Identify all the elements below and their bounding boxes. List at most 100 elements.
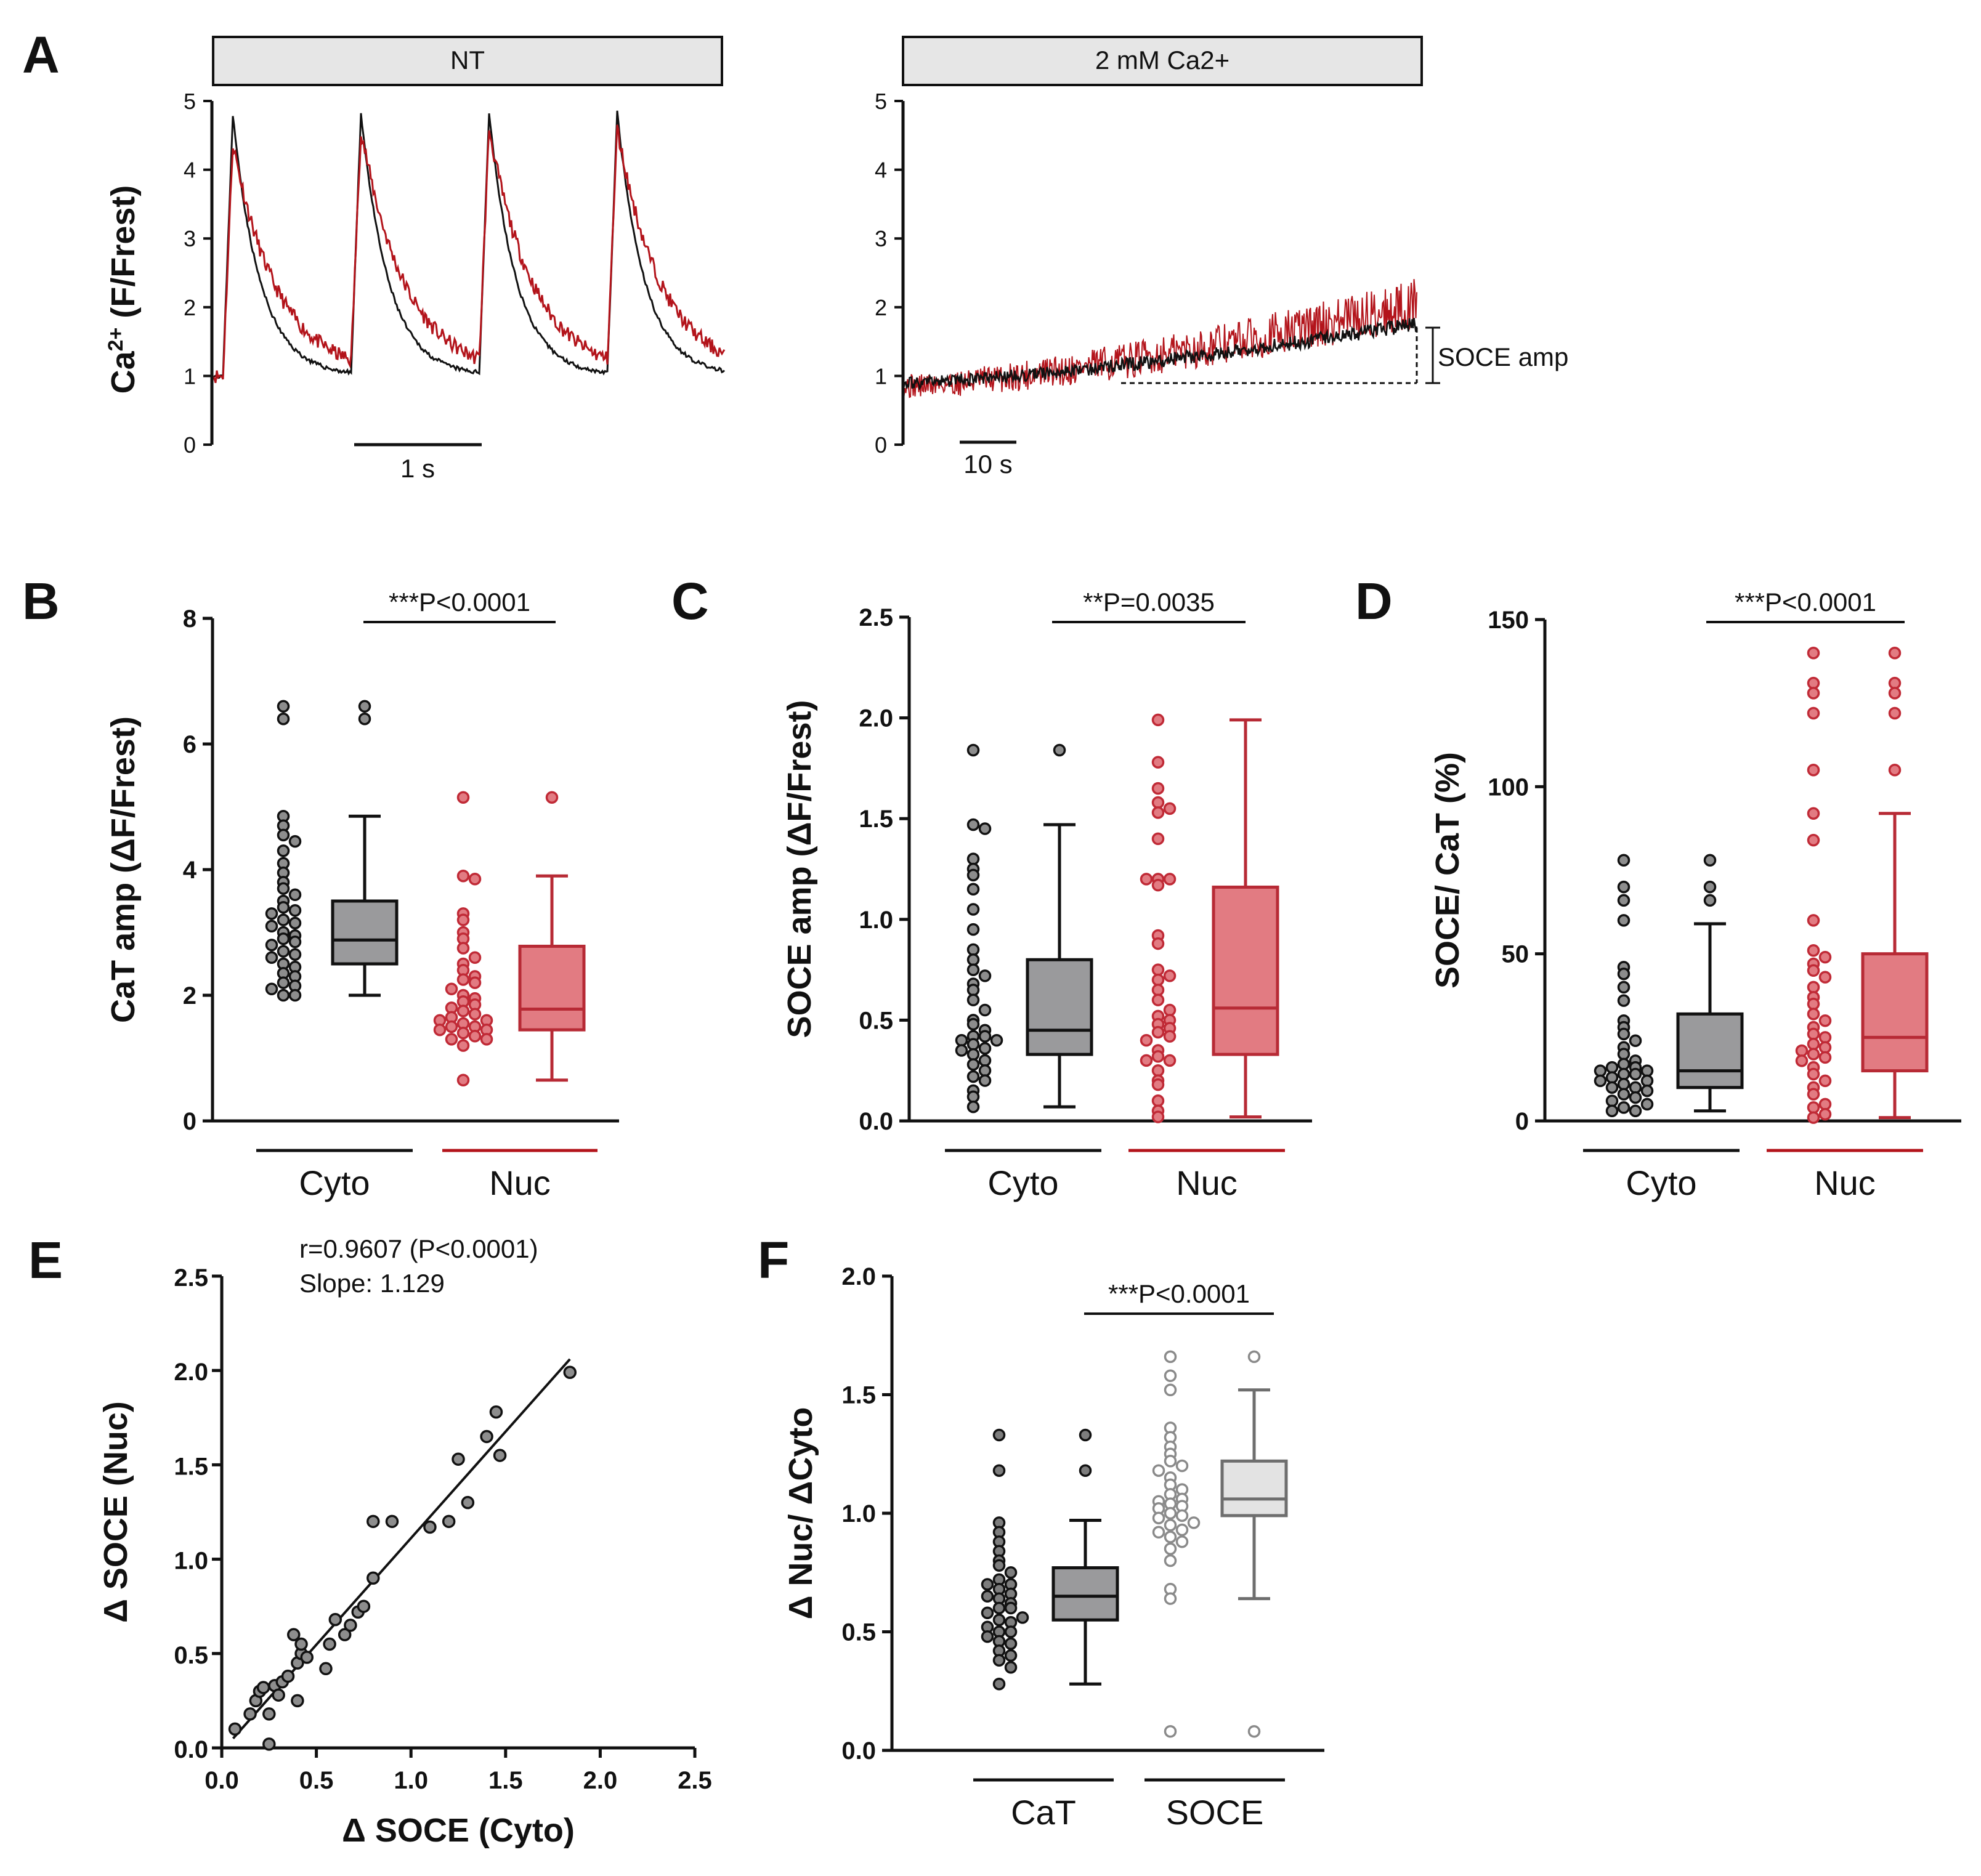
- e-data-point: [262, 1737, 276, 1751]
- data-point: [468, 1030, 482, 1043]
- data-point: [1629, 1067, 1642, 1081]
- data-point: [981, 1590, 994, 1603]
- panel-a-nt-trace: NT Ca2+ (F/Frest) 0 1 2 3 4 5 1 s: [104, 36, 726, 483]
- data-point: [966, 818, 980, 831]
- data-point: [1807, 1027, 1820, 1041]
- data-point: [1807, 944, 1820, 957]
- data-point: [1605, 1094, 1619, 1107]
- data-point: [265, 982, 278, 996]
- data-point: [966, 743, 980, 757]
- data-point: [966, 963, 980, 976]
- data-point: [1795, 1054, 1809, 1067]
- data-point: [288, 916, 302, 929]
- data-point: [966, 852, 980, 865]
- a2-ytick-label: 3: [875, 226, 887, 251]
- panel-a-y-axis-label: Ca2+ (F/Frest): [104, 185, 142, 394]
- data-point: [1818, 1098, 1832, 1111]
- outlier-point: [358, 700, 371, 713]
- data-point: [1151, 984, 1165, 997]
- e-data-point: [385, 1514, 399, 1529]
- data-point: [1640, 1074, 1654, 1088]
- ytick-label: 50: [1502, 941, 1529, 968]
- outlier-point: [545, 791, 559, 804]
- outlier-point: [1888, 676, 1902, 690]
- data-point: [955, 1044, 968, 1057]
- data-point: [1807, 1067, 1820, 1081]
- data-point: [1016, 1611, 1029, 1624]
- data-point: [1151, 796, 1165, 809]
- data-point: [1164, 1724, 1177, 1738]
- soce-amp-label: SOCE amp: [1438, 342, 1568, 371]
- e-data-point: [281, 1669, 295, 1683]
- data-point: [1617, 1088, 1631, 1101]
- box-iqr: [1861, 952, 1929, 1073]
- data-point: [1807, 1048, 1820, 1061]
- ytick-label: 2.0: [841, 1263, 876, 1290]
- outlier-point: [1888, 647, 1902, 660]
- data-point: [1807, 763, 1820, 777]
- e-data-point: [367, 1571, 380, 1585]
- a1-ytick-label: 3: [184, 226, 196, 251]
- data-point: [456, 869, 470, 883]
- e-data-point: [357, 1599, 371, 1613]
- e-data-point: [294, 1637, 308, 1651]
- data-point: [1004, 1649, 1018, 1662]
- data-point: [265, 939, 278, 952]
- data-point: [978, 1030, 992, 1043]
- e-xtick-label: 2.0: [583, 1767, 618, 1794]
- nt-header-box: [212, 36, 723, 86]
- data-point: [445, 1020, 458, 1033]
- e-data-point: [480, 1429, 493, 1444]
- data-point: [1164, 1554, 1177, 1567]
- data-point: [1629, 1091, 1642, 1104]
- ytick-label: 2.5: [859, 604, 893, 631]
- data-point: [1617, 854, 1631, 867]
- box-iqr: [1212, 885, 1279, 1056]
- ca-cyto-trace: [902, 318, 1418, 390]
- ytick-label: 1.5: [859, 806, 893, 833]
- panel-letter-e: E: [28, 1231, 63, 1289]
- significance-label: **P=0.0035: [1083, 588, 1215, 617]
- nt-nuc-trace: [211, 124, 726, 384]
- data-point: [1807, 676, 1820, 690]
- data-point: [1164, 1530, 1177, 1543]
- data-point: [1151, 1078, 1165, 1091]
- data-point: [468, 1008, 482, 1021]
- data-point: [1004, 1601, 1018, 1615]
- e-xtick-label: 2.5: [678, 1767, 712, 1794]
- data-point: [1605, 1081, 1619, 1094]
- box-iqr: [1220, 1459, 1288, 1518]
- data-point: [1818, 971, 1832, 984]
- panel-c-soce-amp: 0.0 0.5 1.0 1.5 2.0 2.5 SOCE amp (ΔF/Frest) **P…: [781, 588, 1312, 1202]
- data-point: [1818, 1107, 1832, 1121]
- panel-letter-a: A: [22, 26, 60, 84]
- data-point: [1175, 1535, 1189, 1548]
- e-data-point: [286, 1628, 301, 1641]
- ytick-label: 0.0: [859, 1108, 893, 1135]
- group-label: CaT: [1011, 1793, 1076, 1832]
- data-point: [1617, 1101, 1631, 1114]
- data-point: [1187, 1516, 1201, 1529]
- data-point: [288, 989, 302, 1002]
- data-point: [966, 984, 980, 997]
- outlier-point: [1079, 1464, 1092, 1477]
- a2-ytick-label: 2: [875, 295, 887, 320]
- data-point: [966, 993, 980, 1006]
- data-point: [992, 1428, 1006, 1442]
- e-data-point: [489, 1405, 503, 1419]
- data-point: [277, 913, 290, 926]
- outlier-point: [1703, 894, 1717, 907]
- e-slope-stat: Slope: 1.129: [299, 1269, 445, 1298]
- data-point: [966, 953, 980, 966]
- e-data-point: [338, 1628, 352, 1641]
- data-point: [277, 932, 290, 945]
- panel-e-correlation: 0.0 0.5 1.0 1.5 2.0 2.5 0.0 0.5 1.0 1.5 2.0 2.5 Δ SO…: [97, 1234, 712, 1849]
- data-point: [1605, 1071, 1619, 1084]
- nt-header-label: NT: [450, 46, 485, 75]
- data-point: [277, 712, 290, 726]
- data-point: [978, 822, 992, 835]
- data-point: [1175, 1523, 1189, 1537]
- data-point: [1151, 832, 1165, 846]
- e-x-axis-label: Δ SOCE (Cyto): [342, 1812, 575, 1849]
- data-point: [1151, 878, 1165, 892]
